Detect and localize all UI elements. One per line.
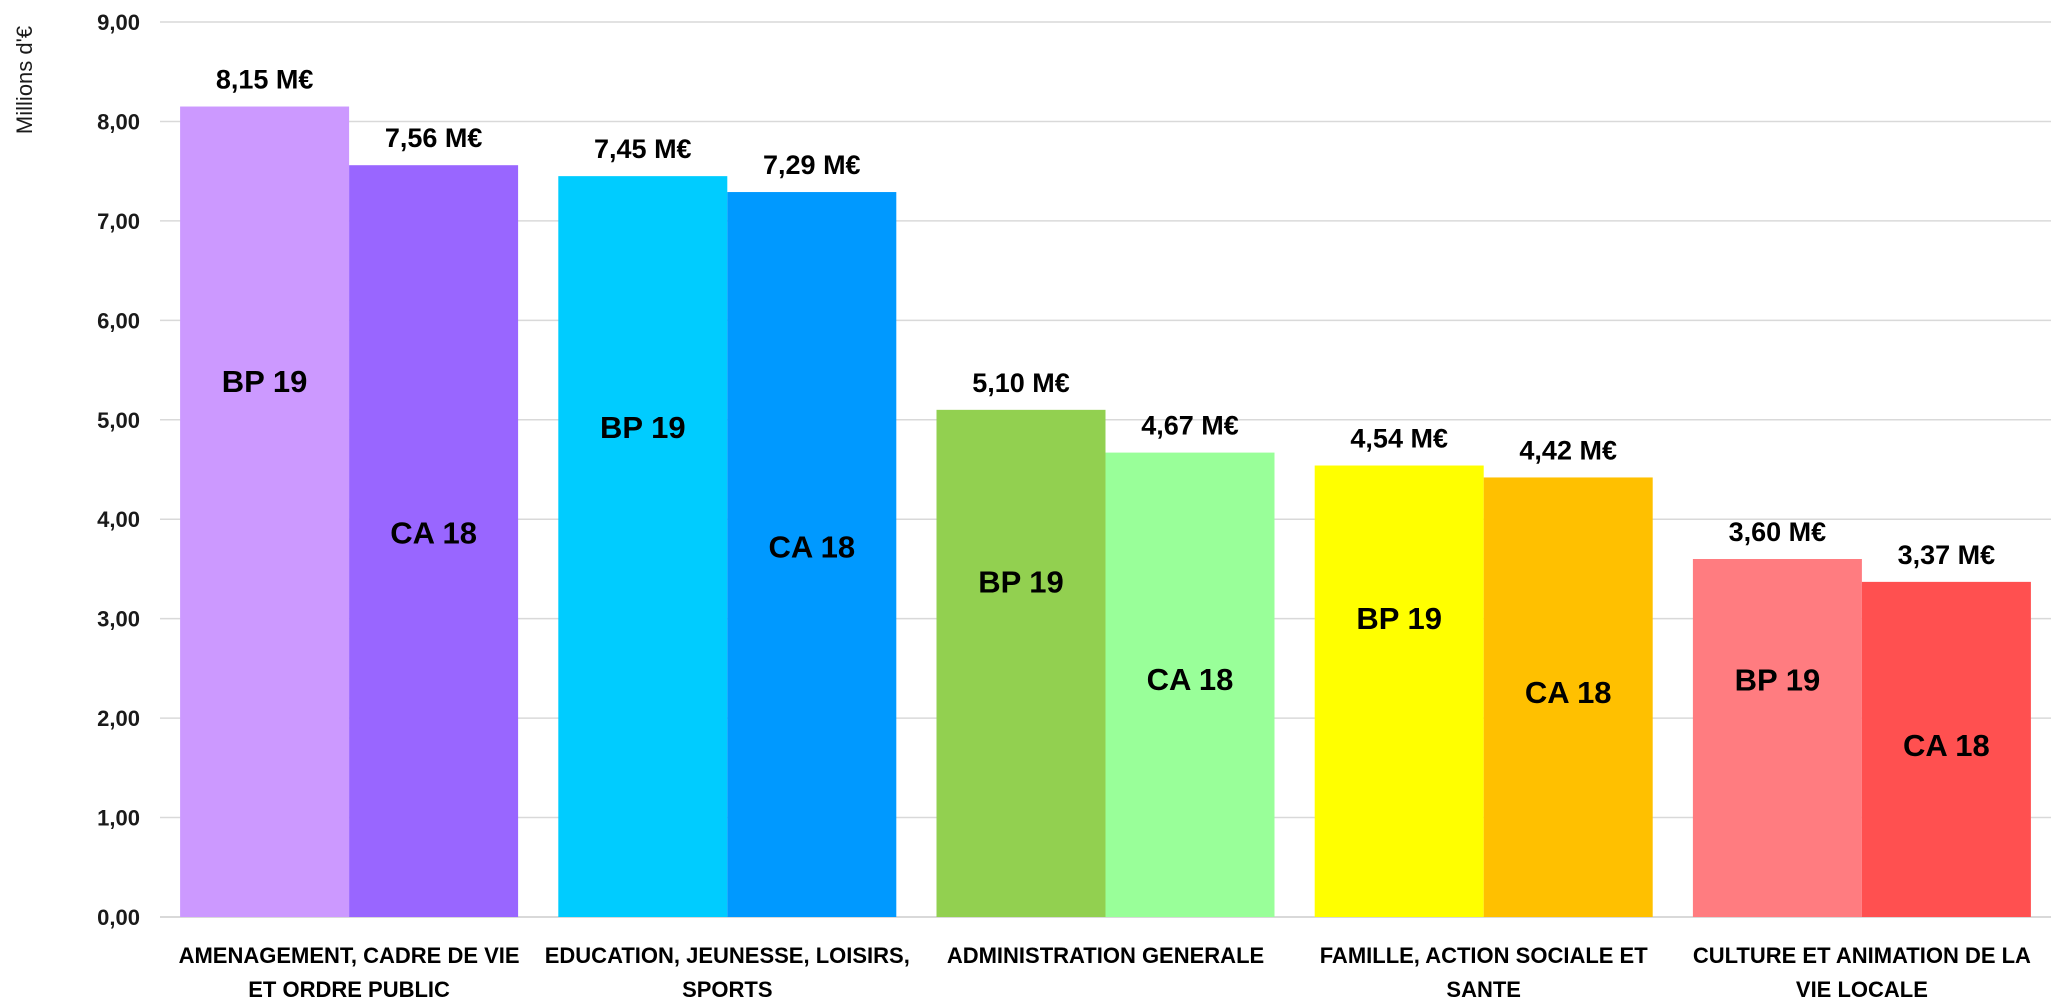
- bar-series-label: CA 18: [390, 516, 477, 551]
- bar-series-label: BP 19: [1735, 663, 1821, 698]
- bar-series-label: CA 18: [1525, 675, 1612, 710]
- value-label: 7,29 M€: [763, 150, 861, 180]
- y-axis-label: Millions d'€: [12, 26, 37, 134]
- bar: [727, 192, 897, 918]
- bar: [936, 409, 1106, 917]
- x-category-label: SPORTS: [682, 977, 772, 999]
- y-tick-label: 6,00: [97, 308, 140, 333]
- value-label: 3,37 M€: [1898, 540, 1996, 570]
- y-tick-label: 0,00: [97, 905, 140, 930]
- x-category-label: EDUCATION, JEUNESSE, LOISIRS,: [545, 943, 910, 968]
- bar: [1692, 559, 1862, 917]
- value-label: 7,56 M€: [385, 123, 483, 153]
- bar: [180, 106, 350, 918]
- bar-labels: 8,15 M€ BP 19 7,56 M€ CA 18 7,45 M€ BP 19 7,29…: [216, 65, 1995, 764]
- bar-series-label: CA 18: [1903, 728, 1990, 763]
- bar-series-label: CA 18: [768, 529, 855, 564]
- y-tick-label: 3,00: [97, 607, 140, 632]
- bar-series-label: CA 18: [1147, 662, 1234, 697]
- value-label: 3,60 M€: [1729, 517, 1827, 547]
- y-axis-ticks: 0,00 1,00 2,00 3,00 4,00 5,00 6,00 7,00 8,00 9,00: [97, 10, 140, 930]
- x-category-label: AMENAGEMENT, CADRE DE VIE: [179, 943, 520, 968]
- bars: [180, 106, 2031, 918]
- bar: [1861, 581, 2031, 917]
- y-tick-label: 4,00: [97, 507, 140, 532]
- x-category-label: FAMILLE, ACTION SOCIALE ET: [1320, 943, 1649, 968]
- bar: [1483, 477, 1653, 917]
- bar-series-label: BP 19: [978, 564, 1064, 599]
- y-tick-label: 5,00: [97, 408, 140, 433]
- bar: [1314, 465, 1484, 917]
- y-tick-label: 8,00: [97, 109, 140, 134]
- x-axis-categories: AMENAGEMENT, CADRE DE VIE ET ORDRE PUBLIC…: [179, 943, 2031, 999]
- x-category-label: ADMINISTRATION GENERALE: [947, 943, 1264, 968]
- y-tick-label: 1,00: [97, 806, 140, 831]
- bar-series-label: BP 19: [222, 364, 308, 399]
- bar: [1105, 452, 1275, 917]
- bar: [349, 165, 519, 917]
- value-label: 4,67 M€: [1141, 411, 1239, 441]
- x-category-label: VIE LOCALE: [1796, 977, 1928, 999]
- value-label: 4,54 M€: [1350, 424, 1448, 454]
- y-tick-label: 9,00: [97, 10, 140, 35]
- y-tick-label: 2,00: [97, 706, 140, 731]
- value-label: 4,42 M€: [1519, 435, 1617, 465]
- bar: [558, 176, 728, 917]
- value-label: 5,10 M€: [972, 368, 1070, 398]
- bar-series-label: BP 19: [600, 410, 686, 445]
- x-category-label: SANTE: [1446, 977, 1521, 999]
- value-label: 8,15 M€: [216, 65, 314, 95]
- value-label: 7,45 M€: [594, 134, 692, 164]
- x-category-label: ET ORDRE PUBLIC: [248, 977, 450, 999]
- y-tick-label: 7,00: [97, 209, 140, 234]
- x-category-label: CULTURE ET ANIMATION DE LA: [1693, 943, 2031, 968]
- bar-series-label: BP 19: [1356, 601, 1442, 636]
